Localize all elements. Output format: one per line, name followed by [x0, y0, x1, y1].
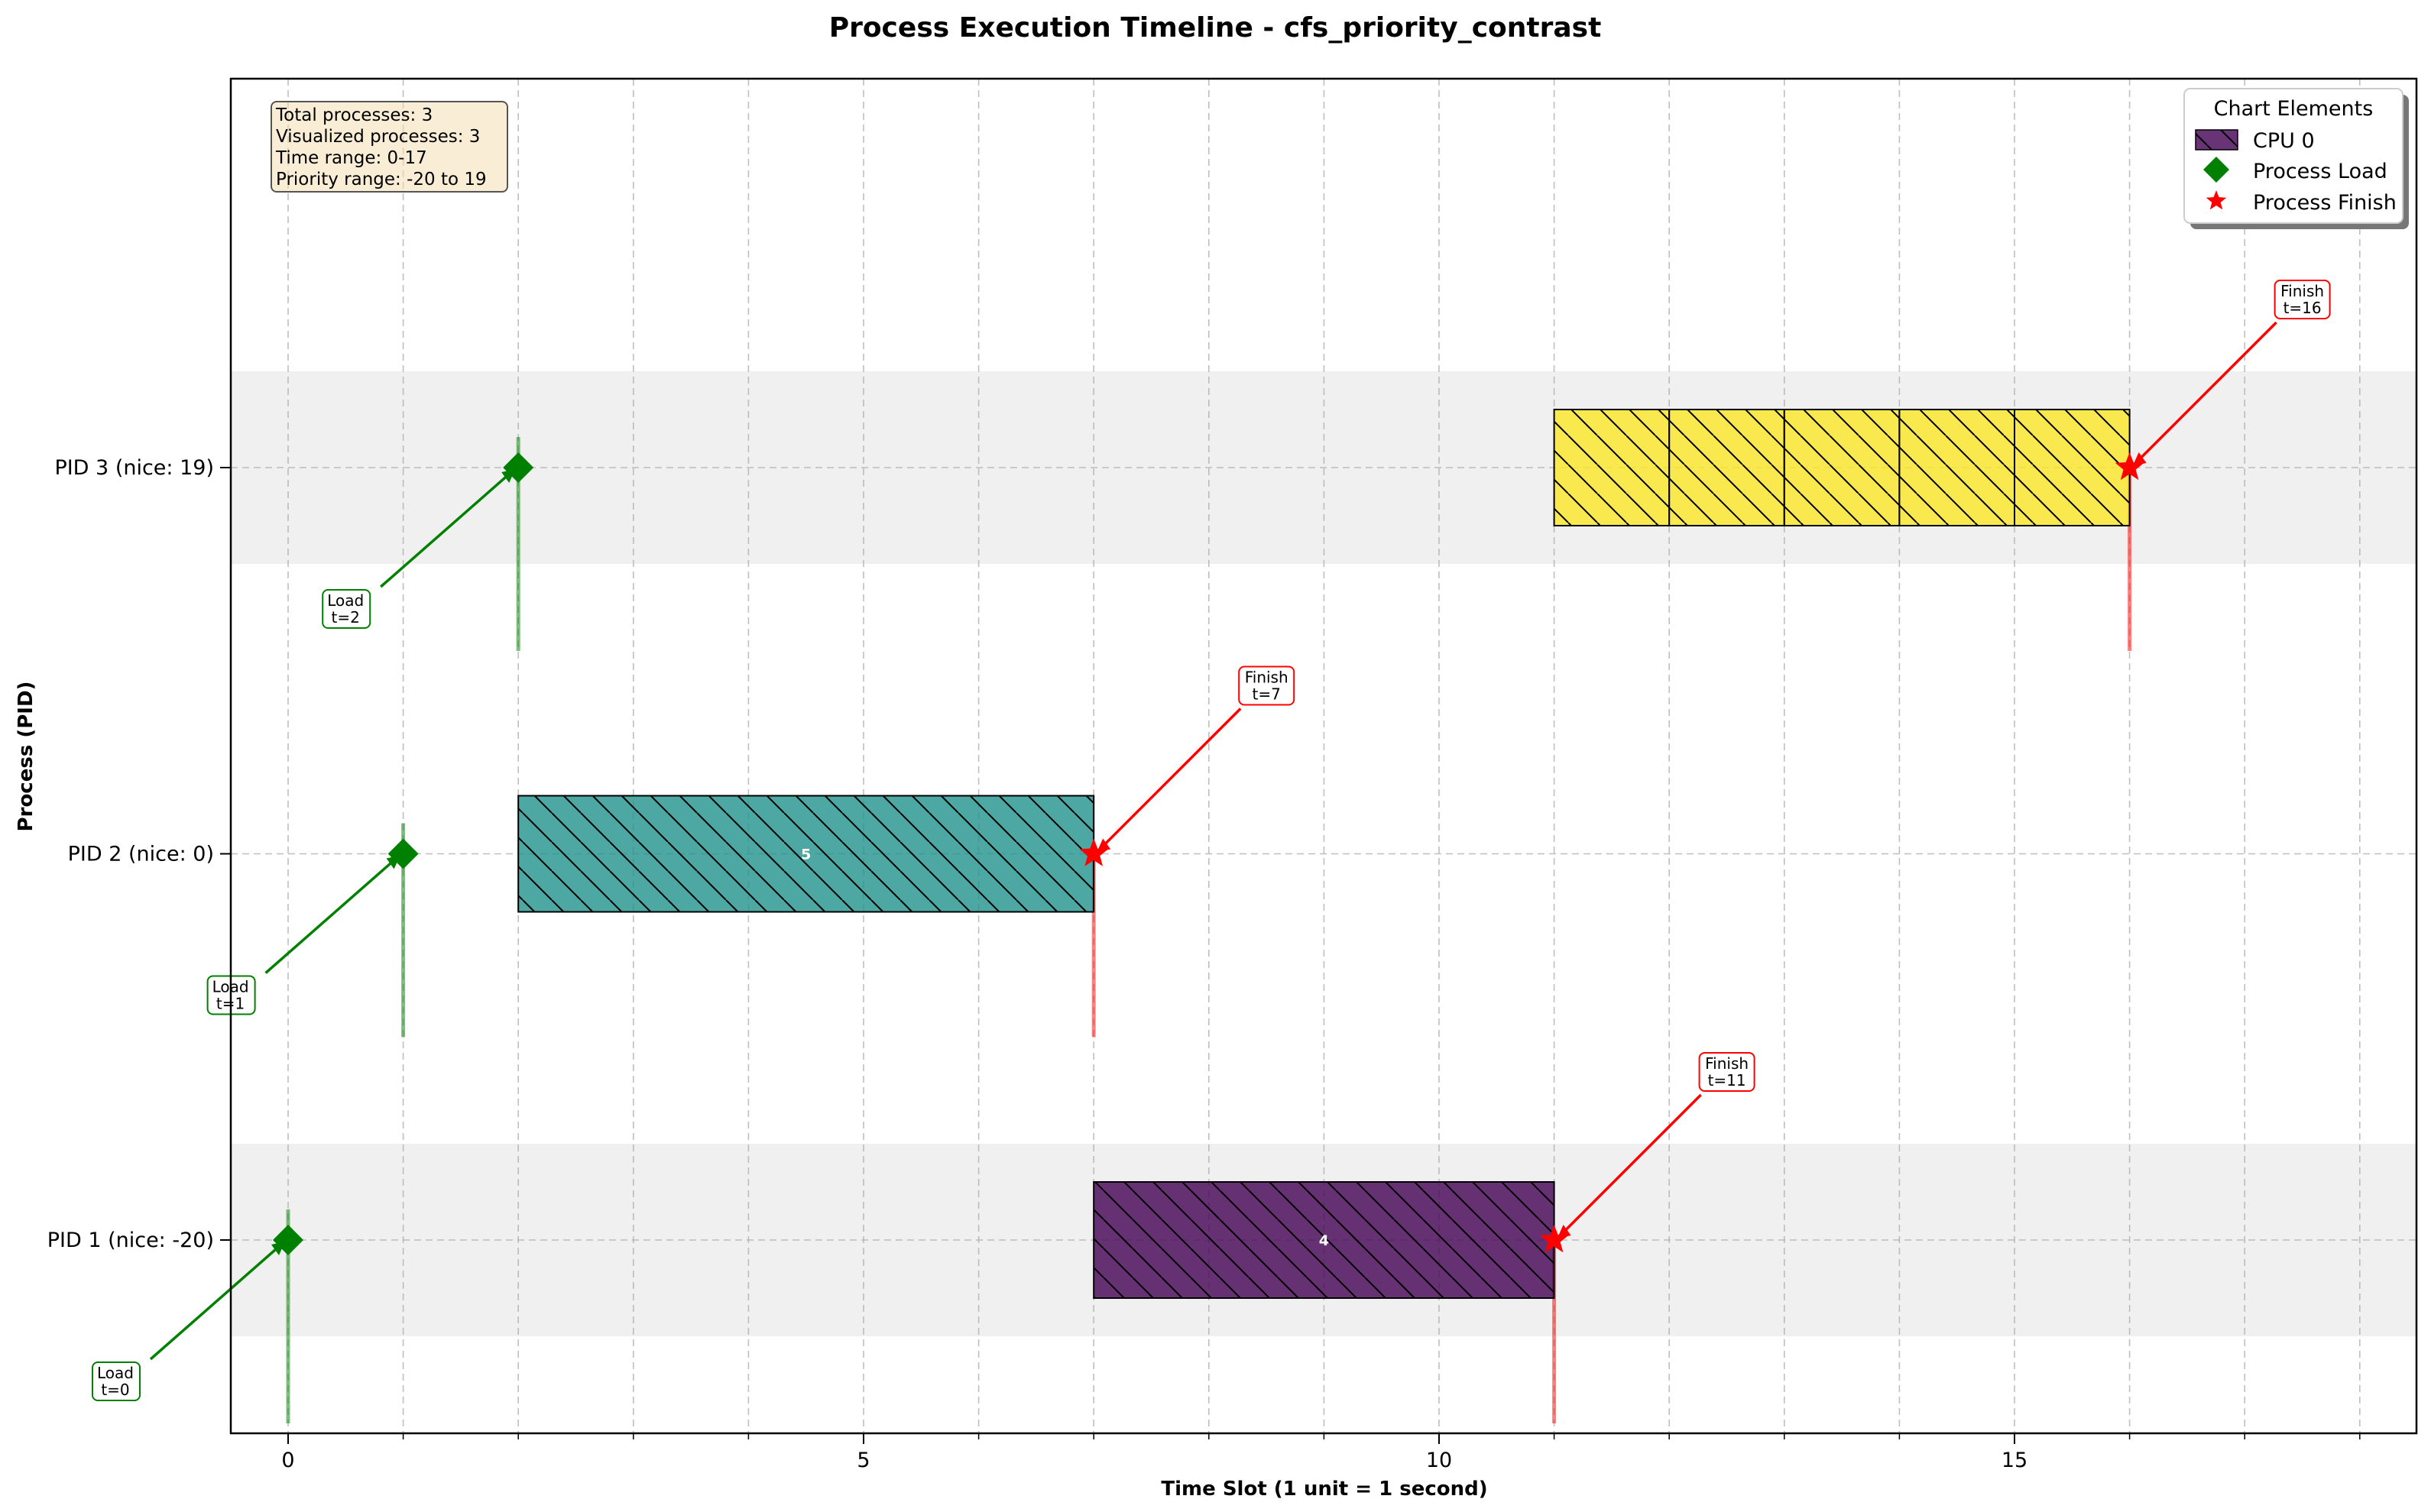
bar-label: 5 [801, 847, 811, 863]
load-label-line: Load [97, 1364, 134, 1382]
finish-star-icon [1079, 838, 1109, 866]
finish-star-icon [1539, 1225, 1569, 1253]
legend-title: Chart Elements [2214, 97, 2374, 121]
finish-label-box [1238, 665, 1295, 706]
execution-bar-hatch [1783, 409, 1901, 526]
x-tick-label: 5 [857, 1449, 870, 1472]
finish-arrow [2134, 321, 2277, 465]
finish-label-line: t=7 [1253, 685, 1281, 704]
load-arrow [264, 856, 398, 974]
legend-box [2183, 88, 2403, 224]
y-tick-label: PID 1 (nice: -20) [47, 1229, 214, 1252]
load-label-line: Load [327, 591, 364, 610]
legend-label: Process Finish [2253, 191, 2397, 215]
load-label-line: t=0 [101, 1381, 129, 1399]
finish-label-box [2274, 280, 2331, 319]
execution-bar-hatch [1898, 409, 2015, 526]
execution-bars: 45 [517, 409, 2131, 1299]
info-box: Total processes: 3 Visualized processes:… [271, 101, 508, 193]
legend-swatch-cpu-hatch [2196, 130, 2238, 150]
y-axis-label: Process (PID) [15, 682, 37, 832]
legend: Chart Elements CPU 0 Process Load Proces… [2183, 88, 2409, 229]
chart-title: Process Execution Timeline - cfs_priorit… [829, 12, 1602, 44]
finish-label-line: Finish [2280, 282, 2324, 300]
info-line: Time range: 0-17 [275, 148, 427, 168]
finish-label-box [1698, 1052, 1755, 1092]
load-arrow [380, 470, 514, 588]
execution-bar-hatch [517, 795, 1095, 913]
finish-label-line: t=16 [2284, 299, 2322, 317]
finish-arrow [1098, 707, 1242, 850]
finish-label-line: t=11 [1708, 1071, 1746, 1089]
y-axis: PID 1 (nice: -20) PID 2 (nice: 0) PID 3 (n… [47, 456, 231, 1252]
load-arrow [149, 1242, 284, 1361]
load-diamond-icon [387, 838, 419, 869]
finish-label-line: Finish [1245, 669, 1288, 687]
load-label-line: t=2 [332, 608, 360, 626]
x-axis-label: Time Slot (1 unit = 1 second) [1161, 1478, 1487, 1501]
execution-bar-hatch [1668, 409, 1785, 526]
x-tick-label: 0 [281, 1449, 294, 1472]
load-diamond-icon [273, 1225, 303, 1255]
bar-label: 4 [1319, 1232, 1329, 1249]
y-tick-label: PID 2 (nice: 0) [68, 843, 214, 866]
x-tick-label: 15 [2002, 1449, 2027, 1472]
star-icon [2206, 190, 2227, 210]
info-line: Visualized processes: 3 [276, 127, 480, 147]
info-line: Priority range: -20 to 19 [276, 170, 487, 189]
load-label-box [92, 1361, 141, 1401]
finish-star-icon [2115, 452, 2144, 481]
x-tick-label: 10 [1426, 1449, 1452, 1472]
info-box-background [271, 101, 508, 193]
diamond-icon [2203, 157, 2229, 183]
x-axis: 0 5 10 15 [281, 1433, 2361, 1472]
finish-arrow [1559, 1093, 1702, 1237]
execution-bar-hatch [2014, 409, 2131, 526]
execution-bar-hatch [1553, 409, 1671, 526]
info-line: Total processes: 3 [275, 105, 433, 125]
legend-label: CPU 0 [2253, 129, 2315, 153]
finish-label-line: Finish [1705, 1054, 1749, 1073]
legend-label: Process Load [2253, 160, 2387, 183]
y-tick-label: PID 3 (nice: 19) [54, 456, 214, 480]
event-markers: Loadt=0Loadt=1Loadt=2Finisht=11Finisht=7… [92, 280, 2331, 1401]
execution-bar-hatch [1093, 1181, 1555, 1299]
load-diamond-icon [503, 452, 534, 483]
load-label-box [322, 589, 371, 629]
